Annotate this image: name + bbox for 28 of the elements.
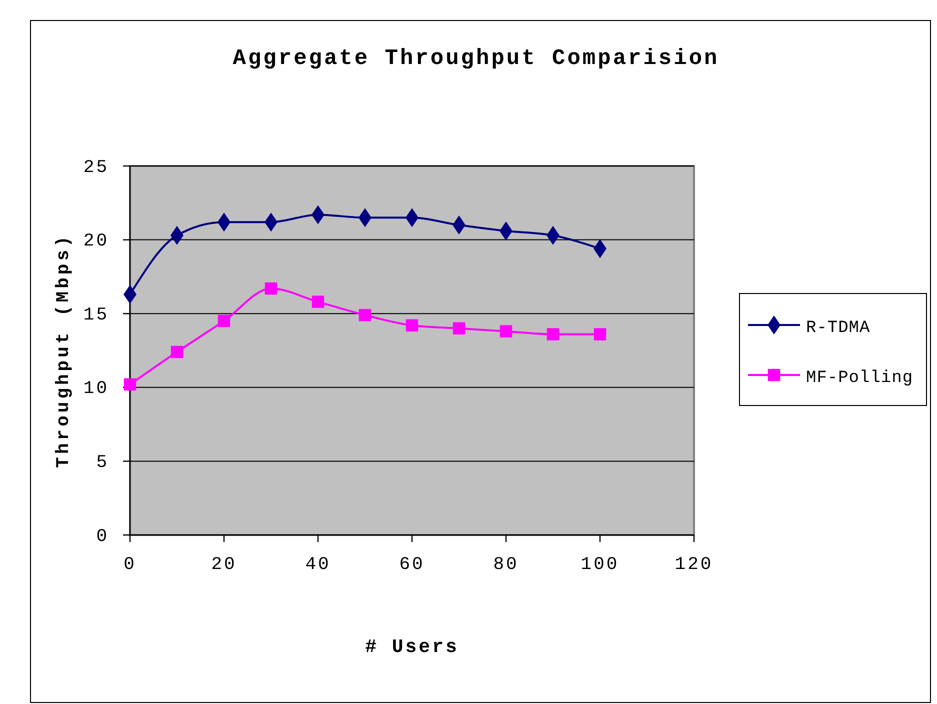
point	[170, 346, 184, 358]
x-tick-label: 80	[493, 554, 519, 575]
y-tick-label: 5	[96, 452, 109, 473]
y-tick-label: 20	[83, 232, 109, 252]
y-tick-label: 0	[96, 526, 109, 547]
point	[406, 319, 418, 332]
x-tick-label: 120	[674, 554, 714, 575]
point	[546, 328, 560, 340]
x-tick-label: 20	[211, 554, 237, 575]
point	[358, 308, 372, 322]
x-tick-label: 60	[399, 554, 425, 575]
point	[264, 282, 278, 295]
x-tick-label: 100	[580, 554, 620, 575]
chart-title: Aggregate Throughput Comparision	[232, 46, 720, 71]
x-tick-label: 0	[124, 554, 136, 575]
y-tick-label: 25	[83, 158, 109, 178]
y-tick-label: 10	[83, 379, 109, 400]
point	[452, 322, 466, 334]
y-axis-title: Throughput (Mbps)	[54, 233, 74, 468]
legend-label: MF-Polling	[806, 369, 914, 388]
y-tick-label: 15	[83, 305, 109, 326]
x-tick-label: 40	[305, 554, 331, 575]
point	[594, 328, 606, 340]
point	[500, 325, 512, 338]
point	[218, 314, 230, 328]
x-axis-title: # Users	[365, 636, 459, 658]
point	[312, 296, 324, 308]
legend-label: R-TDMA	[806, 319, 871, 338]
